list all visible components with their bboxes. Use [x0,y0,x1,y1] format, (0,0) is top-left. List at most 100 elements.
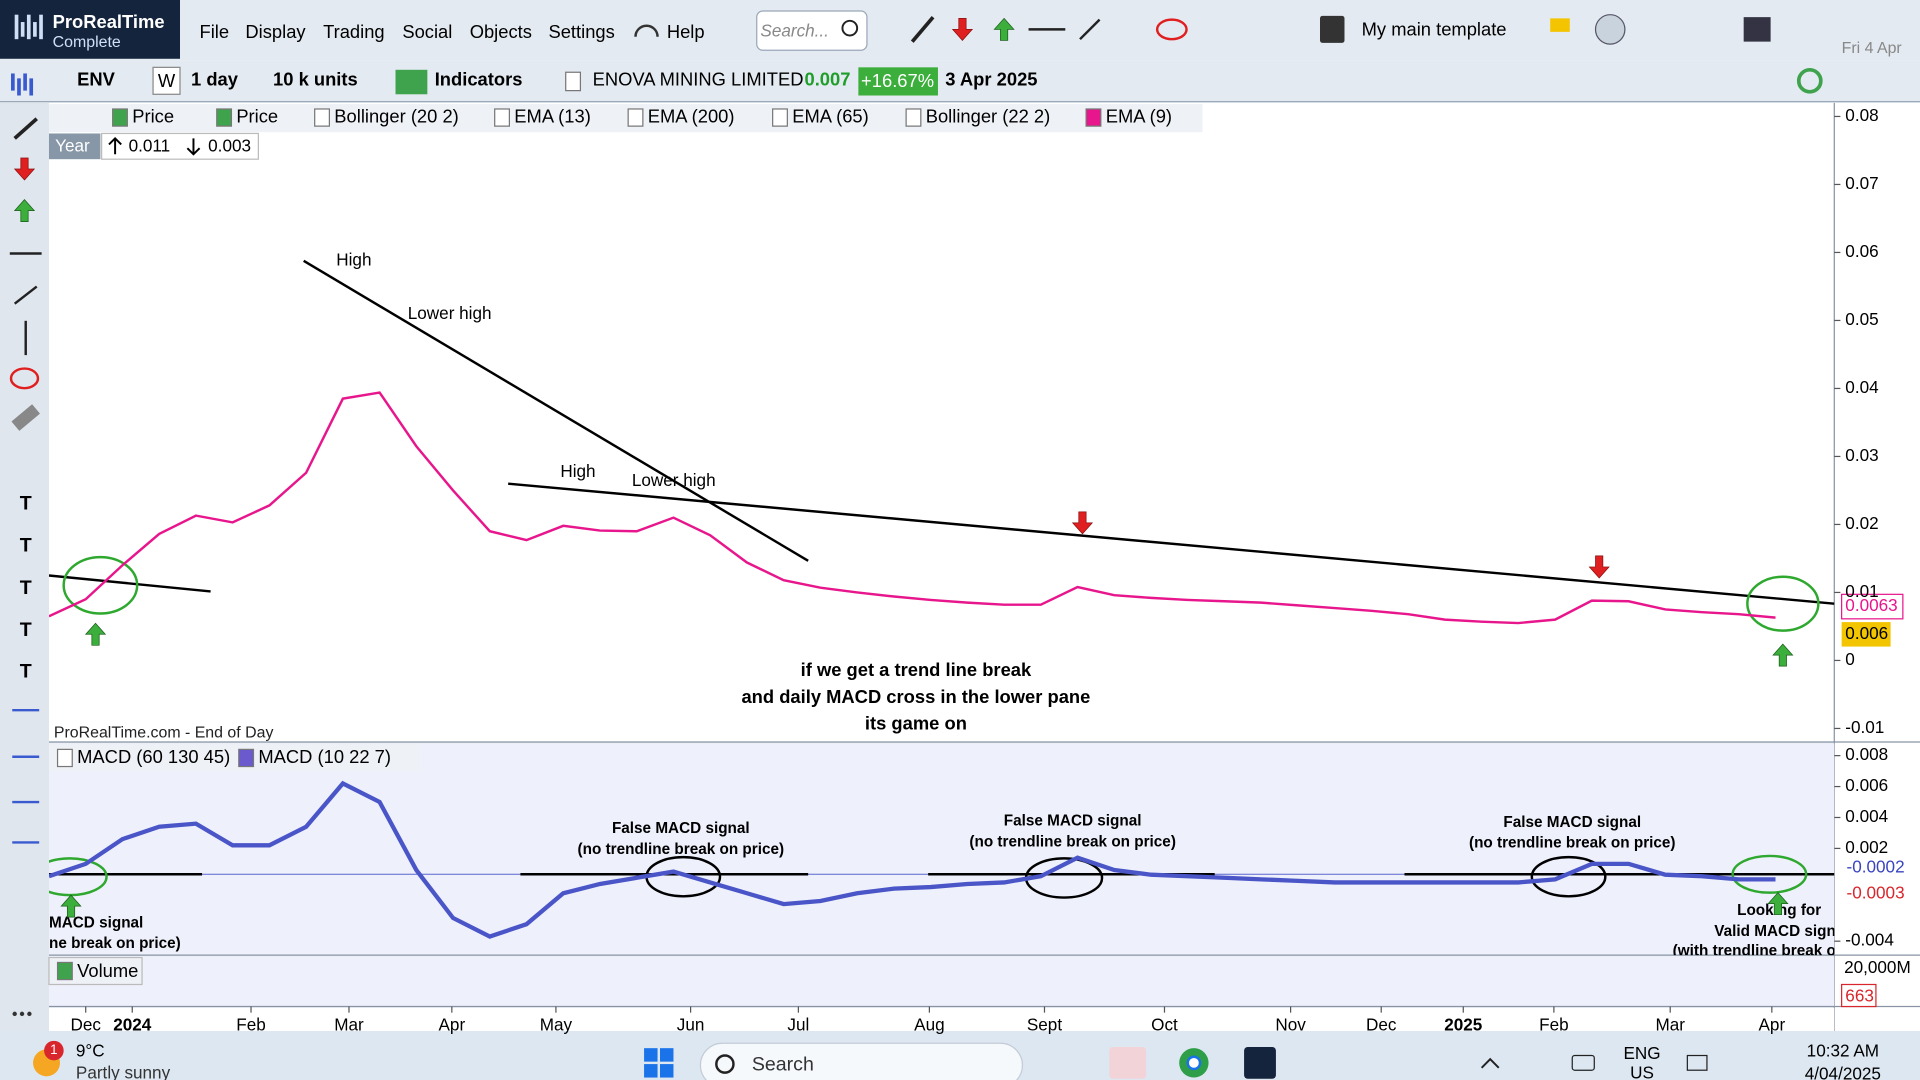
legend-entry[interactable]: EMA (65) [792,105,869,126]
time-label: Aug [914,1015,944,1035]
notification-badge [44,1040,64,1061]
period-box [48,133,101,160]
y-tick-label: 0.01 [1845,581,1878,601]
macd-pane [48,743,1835,956]
y-tick-label: 0.002 [1845,837,1888,857]
menu-item[interactable]: Display [245,21,306,42]
menu-item[interactable]: Trading [323,21,385,42]
y-tick-label: 0.008 [1845,744,1888,764]
prorealtime-icon[interactable] [1244,1046,1276,1079]
text-tool[interactable]: T [20,493,32,515]
help-icon [634,24,659,37]
price-pane [48,102,1835,743]
period-mode[interactable]: W [158,70,176,91]
menu-item[interactable]: File [199,21,229,42]
time-label: Jul [787,1015,809,1035]
tool-icon [11,404,40,431]
legend-entry[interactable]: Bollinger (22 2) [926,105,1051,126]
tool-icon [9,367,40,390]
annotation: (no trendline break on price) [1469,835,1676,852]
legend-entry[interactable]: Price [132,105,174,126]
window-icon [1743,17,1771,42]
trend-line [48,574,211,593]
legend-entry[interactable]: EMA (9) [1106,105,1172,126]
template-select[interactable]: My main template [1362,18,1507,39]
legend-entry[interactable]: EMA (200) [648,105,735,126]
temperature: 9°C [76,1040,105,1060]
tool-icon [13,117,38,140]
time-label: Feb [236,1015,266,1035]
tray-icon [1571,1054,1595,1071]
y-tick-label: 0.08 [1845,105,1878,125]
comment: and daily MACD cross in the lower pane [741,686,1090,707]
search-box[interactable] [756,10,868,51]
menu-dot [12,1011,17,1017]
units[interactable]: 10 k units [273,69,358,90]
ema-line [48,391,1776,625]
menu-item[interactable]: Objects [470,21,532,42]
time-label: May [540,1015,573,1035]
text-tool[interactable]: T [20,619,32,641]
last-value-label: -0.0003 [1847,882,1905,902]
menu-item[interactable]: Help [667,21,705,42]
y-tick-label: -0.01 [1845,717,1884,737]
tray-icon [1686,1054,1708,1071]
change-box [858,67,938,96]
taskbar-search[interactable] [699,1042,1024,1080]
menu-item[interactable]: Settings [548,21,614,42]
legend-entry[interactable]: Volume [77,960,138,981]
arrow-up [13,199,36,223]
legend-entry[interactable]: MACD (60 130 45) [77,746,230,767]
range-box [101,132,259,160]
legend-swatch [627,108,644,127]
annotation: Lower high [632,470,716,490]
ticker[interactable]: ENV [77,69,116,90]
logo-bar [33,22,37,37]
y-tick-label: -0.004 [1845,930,1894,950]
logo-bar [14,14,19,40]
time-label: Jun [677,1015,705,1035]
legend-entry[interactable]: EMA (13) [514,105,591,126]
legend-swatch [56,748,73,768]
price-drawings [48,259,1835,632]
arrow-down [13,157,36,181]
time-label: Mar [334,1015,364,1035]
snip-icon[interactable] [1109,1046,1147,1079]
time-label: Dec [70,1015,101,1035]
legend-entry[interactable]: Price [236,105,278,126]
menu-item[interactable]: Social [402,21,452,42]
legend-entry[interactable]: Bollinger (20 2) [334,105,459,126]
refresh-icon [1796,67,1823,94]
legend-swatch [1085,108,1102,127]
taskbar-search-label[interactable]: Search [752,1053,814,1075]
y-tick-label: 0.006 [1845,775,1888,795]
time-label: 2024 [113,1015,152,1035]
mode-box [152,66,181,95]
logo-bar [39,14,43,40]
text-tool[interactable]: T [20,660,32,682]
toolbar [0,61,1920,102]
legend-swatch [905,108,922,127]
annotation: False MACD signal [612,820,750,837]
arrow-up [1772,643,1794,667]
macd-plot: False MACD signal (no trendline break on … [48,780,1834,955]
timeframe[interactable]: 1 day [191,69,239,90]
text-tool[interactable]: T [20,534,32,556]
legend-swatch [216,108,233,127]
decoration [644,1048,658,1062]
time-label: Mar [1655,1015,1685,1035]
y-tick-label: 0.004 [1845,806,1888,826]
legend-swatch [494,108,510,127]
menu-dot [19,1011,25,1017]
highlight-circle [1746,575,1820,632]
indicators[interactable]: Indicators [435,69,523,90]
start-button[interactable] [644,1048,674,1078]
legend-swatch [238,748,255,768]
menu-dot [27,1011,32,1017]
chart-icon [23,73,27,91]
legend-entry[interactable]: MACD (10 22 7) [258,746,391,767]
text-tool[interactable]: T [20,577,32,599]
last-price-label: 0.0063 [1845,595,1897,615]
